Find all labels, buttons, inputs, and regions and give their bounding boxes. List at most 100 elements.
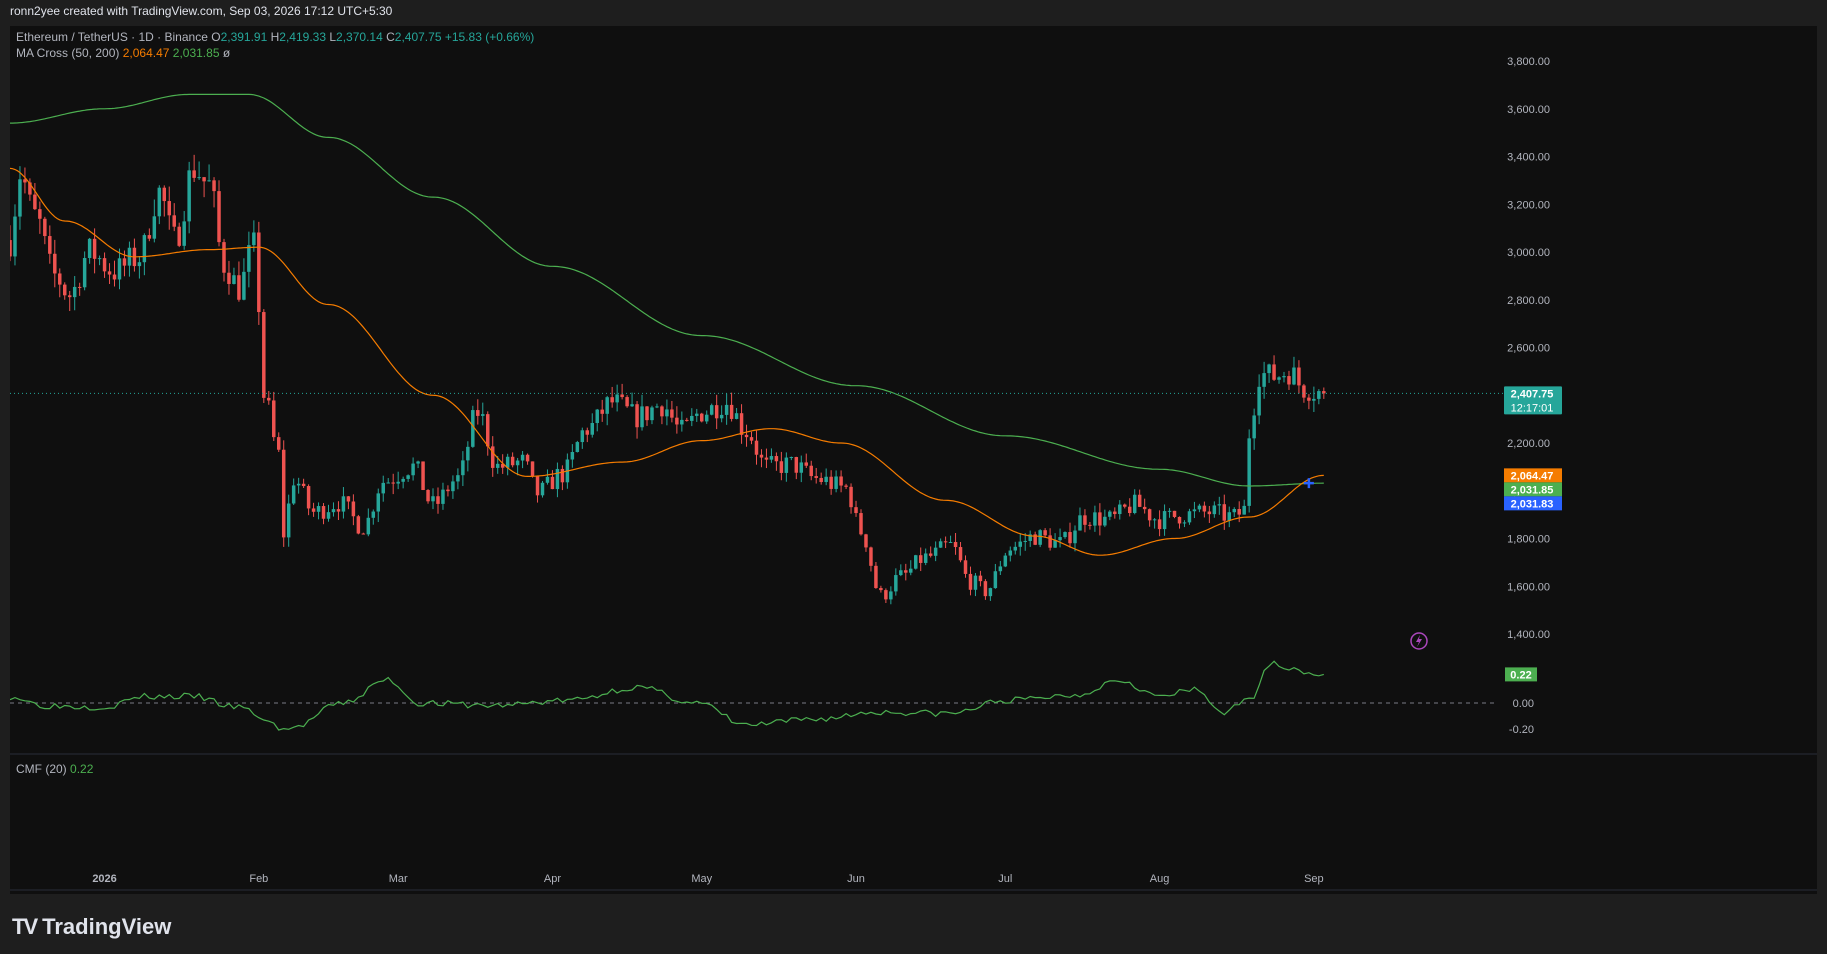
candle[interactable] (1113, 511, 1117, 515)
candle[interactable] (615, 394, 619, 403)
candle[interactable] (495, 463, 500, 468)
candle[interactable] (983, 581, 988, 597)
candle[interactable] (1197, 505, 1202, 510)
candle[interactable] (441, 489, 445, 504)
candle[interactable] (77, 286, 82, 288)
candle[interactable] (779, 461, 784, 473)
candle[interactable] (645, 406, 649, 421)
candle[interactable] (993, 571, 998, 589)
candle[interactable] (1162, 511, 1167, 530)
candle[interactable] (1127, 506, 1132, 514)
candle[interactable] (82, 258, 87, 288)
chart-frame[interactable]: 3,800.00 3,600.00 3,400.00 3,200.00 3,000.00… (8, 26, 1817, 894)
candle[interactable] (406, 475, 410, 479)
candle[interactable] (928, 553, 933, 556)
candle[interactable] (709, 405, 714, 415)
candle[interactable] (1098, 512, 1102, 526)
alert-bolt-icon[interactable] (1410, 632, 1428, 650)
candle[interactable] (23, 179, 27, 183)
candle[interactable] (112, 274, 117, 280)
candle[interactable] (1277, 377, 1281, 380)
candle[interactable] (237, 275, 241, 300)
price-badge[interactable] (1504, 386, 1562, 415)
candle[interactable] (177, 226, 181, 246)
candle[interactable] (1167, 510, 1172, 512)
candle[interactable] (1227, 512, 1232, 521)
candle[interactable] (276, 437, 281, 450)
candle[interactable] (1202, 505, 1207, 512)
candle[interactable] (212, 180, 216, 192)
candle[interactable] (222, 242, 226, 273)
candle[interactable] (1103, 516, 1107, 526)
candle[interactable] (466, 446, 470, 461)
candle[interactable] (854, 507, 858, 514)
candle[interactable] (1108, 511, 1112, 517)
candle[interactable] (227, 272, 231, 284)
candle[interactable] (63, 284, 67, 296)
candle[interactable] (192, 170, 196, 178)
candle[interactable] (471, 410, 475, 447)
candle[interactable] (1008, 550, 1013, 556)
candle[interactable] (1257, 386, 1261, 416)
candle[interactable] (630, 404, 634, 407)
candle[interactable] (998, 566, 1003, 572)
candle[interactable] (321, 506, 326, 519)
candle[interactable] (217, 191, 221, 243)
candle[interactable] (92, 238, 97, 259)
candle[interactable] (1033, 534, 1037, 545)
candle[interactable] (336, 509, 341, 512)
candle[interactable] (1262, 373, 1266, 387)
candle[interactable] (680, 419, 684, 425)
candle[interactable] (525, 454, 530, 462)
candle[interactable] (137, 262, 142, 267)
candle[interactable] (909, 568, 913, 573)
cmf-line[interactable] (9, 660, 1324, 731)
candle[interactable] (938, 541, 943, 548)
candle[interactable] (416, 461, 420, 464)
candle[interactable] (1093, 512, 1097, 526)
candle[interactable] (257, 232, 261, 313)
candle[interactable] (650, 407, 654, 421)
candle[interactable] (505, 456, 510, 468)
candle[interactable] (894, 575, 898, 592)
candle[interactable] (366, 517, 371, 535)
symbol-name[interactable]: Ethereum / TetherUS · 1D · Binance (16, 30, 208, 44)
candle[interactable] (247, 245, 251, 272)
candle[interactable] (486, 414, 490, 447)
candle[interactable] (1088, 524, 1092, 526)
candle[interactable] (18, 179, 22, 217)
candle[interactable] (729, 404, 734, 419)
candle[interactable] (48, 236, 52, 254)
candle[interactable] (386, 482, 390, 484)
candle[interactable] (1038, 530, 1042, 545)
candle[interactable] (147, 235, 152, 239)
candle[interactable] (734, 413, 739, 419)
candle[interactable] (421, 461, 425, 491)
candle[interactable] (973, 575, 978, 590)
candle[interactable] (1247, 438, 1251, 506)
candle[interactable] (476, 410, 480, 416)
candle[interactable] (978, 575, 983, 582)
candle[interactable] (889, 591, 893, 600)
candle[interactable] (1058, 537, 1062, 541)
candle[interactable] (550, 476, 555, 490)
cmf-legend[interactable]: CMF (20) 0.22 (16, 762, 93, 776)
candle[interactable] (1252, 415, 1256, 439)
candle[interactable] (869, 547, 873, 566)
candle[interactable] (1182, 522, 1187, 524)
candle[interactable] (1302, 385, 1306, 398)
candle[interactable] (635, 404, 639, 428)
candle[interactable] (267, 397, 271, 401)
candle[interactable] (695, 413, 699, 416)
candle[interactable] (625, 397, 629, 407)
candle[interactable] (879, 588, 883, 591)
candle[interactable] (67, 295, 72, 298)
candle[interactable] (33, 194, 37, 210)
candle[interactable] (590, 423, 595, 435)
candle[interactable] (167, 201, 171, 216)
candle[interactable] (500, 463, 505, 468)
candle[interactable] (943, 541, 948, 543)
candle[interactable] (1123, 504, 1127, 507)
candle[interactable] (540, 482, 545, 496)
candle[interactable] (1222, 504, 1227, 521)
